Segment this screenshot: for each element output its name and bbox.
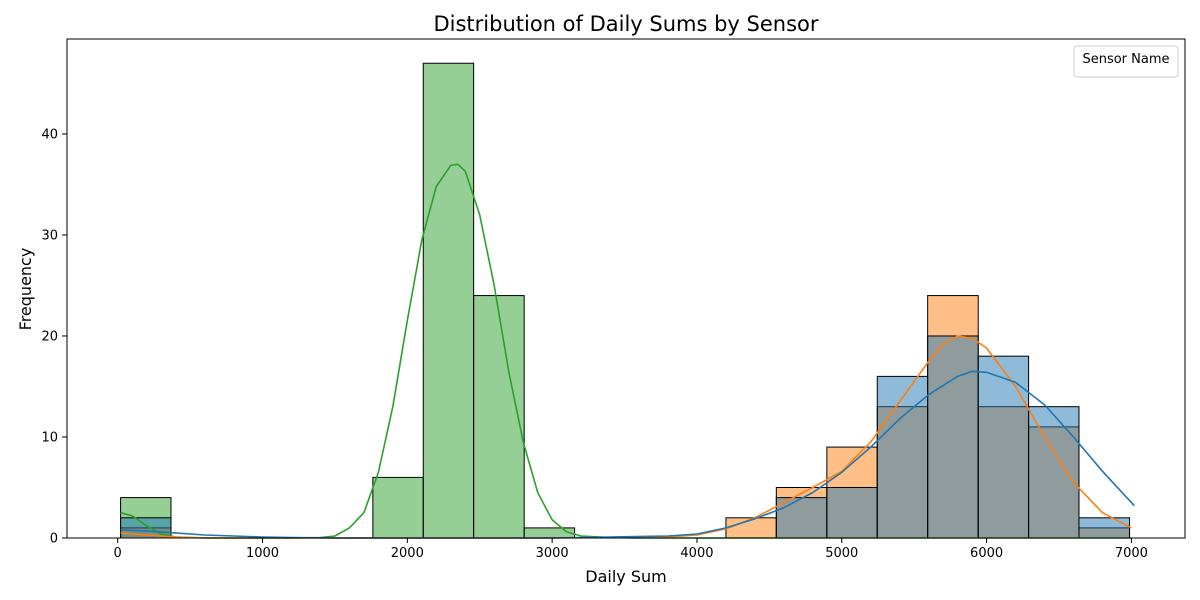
- x-axis-ticks: 0 1000 2000 3000 4000 5000 6000 7000: [114, 538, 1148, 561]
- histogram-bar: [523, 527, 576, 539]
- axes: [66, 38, 1186, 539]
- histogram-bar: [473, 295, 525, 539]
- x-tick-label: 5000: [825, 546, 858, 561]
- histogram-bar: [826, 486, 878, 539]
- y-tick-label: 10: [41, 430, 58, 445]
- histogram-bar: [775, 497, 828, 539]
- y-axis-title: Frequency: [16, 248, 35, 331]
- x-axis-title: Daily Sum: [585, 567, 666, 586]
- kde-line: [120, 370, 1135, 539]
- y-tick-label: 20: [41, 329, 58, 344]
- x-tick-label: 4000: [680, 546, 713, 561]
- x-tick-label: 3000: [536, 546, 569, 561]
- histogram-bar: [1028, 406, 1080, 539]
- y-tick-label: 40: [41, 127, 58, 142]
- plot-frame: [66, 38, 1186, 539]
- histogram-bar: [422, 62, 475, 539]
- histogram-bar: [372, 476, 424, 539]
- histogram-bar: [876, 375, 929, 539]
- legend: Sensor Name: [1073, 45, 1179, 78]
- kde-line: [120, 335, 1132, 539]
- chart-title: Distribution of Daily Sums by Sensor: [433, 12, 818, 36]
- legend-box: [1073, 45, 1179, 78]
- histogram-bar: [725, 517, 777, 539]
- histogram-bars: [120, 62, 1131, 539]
- histogram-bar: [977, 355, 1030, 539]
- x-tick-label: 6000: [970, 546, 1003, 561]
- x-tick-label: 0: [114, 546, 122, 561]
- x-tick-label: 7000: [1115, 546, 1148, 561]
- histogram-bar: [927, 335, 979, 539]
- x-tick-label: 2000: [391, 546, 424, 561]
- legend-title: Sensor Name: [1082, 52, 1169, 67]
- x-tick-label: 1000: [246, 546, 279, 561]
- y-axis-ticks: 0 10 20 30 40: [41, 127, 67, 547]
- y-tick-label: 0: [50, 532, 58, 547]
- y-tick-label: 30: [41, 228, 58, 243]
- histogram-bar: [1078, 517, 1131, 539]
